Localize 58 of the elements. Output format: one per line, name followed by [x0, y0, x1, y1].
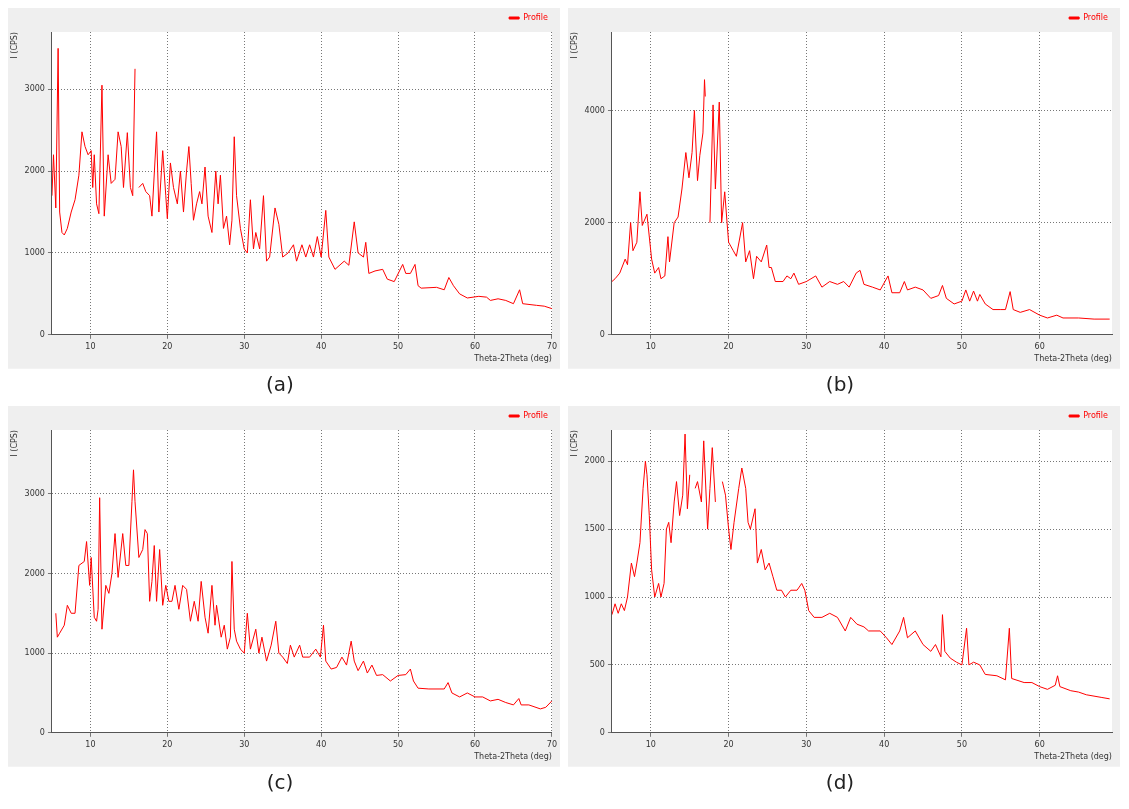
- x-tick-label: 50: [392, 739, 404, 749]
- y-tick-label: 4000: [584, 105, 605, 115]
- y-tick-label: 3000: [24, 84, 45, 94]
- y-tick-label: 3000: [24, 488, 45, 498]
- y-tick-label: 2000: [24, 568, 45, 578]
- y-axis-title: I (CPS): [9, 430, 19, 457]
- y-tick-label: 0: [39, 329, 45, 339]
- x-tick-label: 20: [162, 739, 173, 749]
- x-tick-label: 40: [879, 739, 890, 749]
- x-axis-title: Theta-2Theta (deg): [1033, 354, 1112, 364]
- x-tick-label: 50: [956, 739, 967, 749]
- x-tick-label: 40: [879, 341, 890, 351]
- y-tick-label: 0: [39, 727, 45, 737]
- x-tick-label: 40: [316, 341, 327, 351]
- x-tick-label: 60: [1034, 739, 1045, 749]
- x-axis-title: Theta-2Theta (deg): [473, 354, 552, 364]
- y-tick-label: 0: [599, 727, 605, 737]
- x-axis-title: Theta-2Theta (deg): [473, 752, 552, 762]
- x-tick-label: 60: [1034, 341, 1045, 351]
- y-axis-title: I (CPS): [569, 430, 579, 457]
- x-tick-label: 50: [956, 341, 967, 351]
- text: (a): [266, 372, 294, 397]
- x-tick-label: 30: [801, 341, 812, 351]
- x-tick-label: 30: [801, 739, 812, 749]
- x-tick-label: 70: [546, 341, 557, 351]
- y-tick-label: 1500: [584, 524, 605, 534]
- legend-label: Profile: [523, 13, 549, 23]
- y-tick-label: 2000: [584, 456, 605, 466]
- y-tick-label: 0: [599, 329, 605, 339]
- x-tick-label: 70: [546, 739, 557, 749]
- x-tick-label: 30: [239, 739, 250, 749]
- y-axis-title: I (CPS): [9, 32, 19, 59]
- x-axis-title: Theta-2Theta (deg): [1033, 752, 1112, 762]
- legend-label: Profile: [523, 411, 549, 421]
- text: (d): [825, 770, 855, 795]
- x-tick-label: 30: [239, 341, 250, 351]
- x-tick-label: 10: [85, 341, 96, 351]
- legend-label: Profile: [1083, 411, 1109, 421]
- x-tick-label: 20: [723, 739, 734, 749]
- y-tick-label: 1000: [24, 648, 45, 658]
- x-tick-label: 20: [162, 341, 173, 351]
- x-tick-label: 10: [85, 739, 96, 749]
- y-tick-label: 2000: [24, 166, 45, 176]
- text: (c): [266, 770, 294, 795]
- legend-label: Profile: [1083, 13, 1109, 23]
- x-tick-label: 60: [469, 341, 481, 351]
- x-tick-label: 60: [469, 739, 481, 749]
- y-tick-label: 2000: [584, 217, 605, 227]
- y-tick-label: 1000: [584, 592, 605, 602]
- x-tick-label: 40: [316, 739, 327, 749]
- x-tick-label: 10: [645, 739, 656, 749]
- x-tick-label: 50: [392, 341, 404, 351]
- x-tick-label: 20: [723, 341, 734, 351]
- y-tick-label: 1000: [24, 248, 45, 258]
- y-tick-label: 500: [589, 659, 605, 669]
- x-tick-label: 10: [645, 341, 656, 351]
- text: (b): [825, 372, 855, 397]
- y-axis-title: I (CPS): [569, 32, 579, 59]
